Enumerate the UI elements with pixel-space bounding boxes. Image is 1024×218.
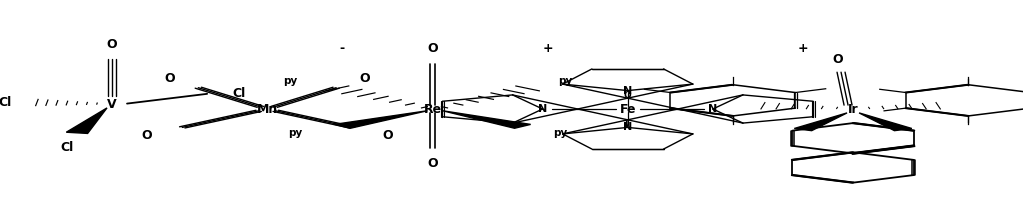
Text: +: + bbox=[543, 42, 553, 55]
Text: py: py bbox=[558, 76, 571, 86]
Text: L: L bbox=[625, 120, 631, 130]
Polygon shape bbox=[67, 108, 106, 133]
Polygon shape bbox=[795, 113, 847, 131]
Text: +: + bbox=[798, 42, 808, 55]
Text: O: O bbox=[359, 72, 371, 85]
Text: V: V bbox=[108, 98, 117, 111]
Text: -: - bbox=[340, 42, 345, 55]
Polygon shape bbox=[335, 111, 427, 128]
Text: N: N bbox=[624, 123, 633, 132]
Text: Mn: Mn bbox=[257, 102, 278, 116]
Text: O: O bbox=[833, 53, 844, 66]
Text: O: O bbox=[164, 72, 175, 85]
Text: Cl: Cl bbox=[60, 141, 74, 155]
Text: Cl: Cl bbox=[232, 87, 246, 100]
Text: N: N bbox=[709, 104, 718, 114]
Text: O: O bbox=[141, 129, 153, 141]
Text: O: O bbox=[106, 37, 118, 51]
Text: O: O bbox=[382, 129, 393, 141]
Text: py: py bbox=[288, 128, 302, 138]
Text: py: py bbox=[553, 128, 567, 138]
Text: Re: Re bbox=[423, 102, 441, 116]
Text: N: N bbox=[538, 104, 547, 114]
Text: N: N bbox=[624, 86, 633, 95]
Text: Ir: Ir bbox=[848, 102, 858, 116]
Polygon shape bbox=[859, 113, 911, 131]
Text: py: py bbox=[283, 76, 297, 86]
Polygon shape bbox=[442, 111, 530, 128]
Text: Fe: Fe bbox=[620, 102, 636, 116]
Text: O: O bbox=[427, 157, 438, 170]
Text: Cl: Cl bbox=[0, 96, 12, 109]
Text: O: O bbox=[427, 42, 438, 55]
Text: O: O bbox=[624, 91, 632, 100]
